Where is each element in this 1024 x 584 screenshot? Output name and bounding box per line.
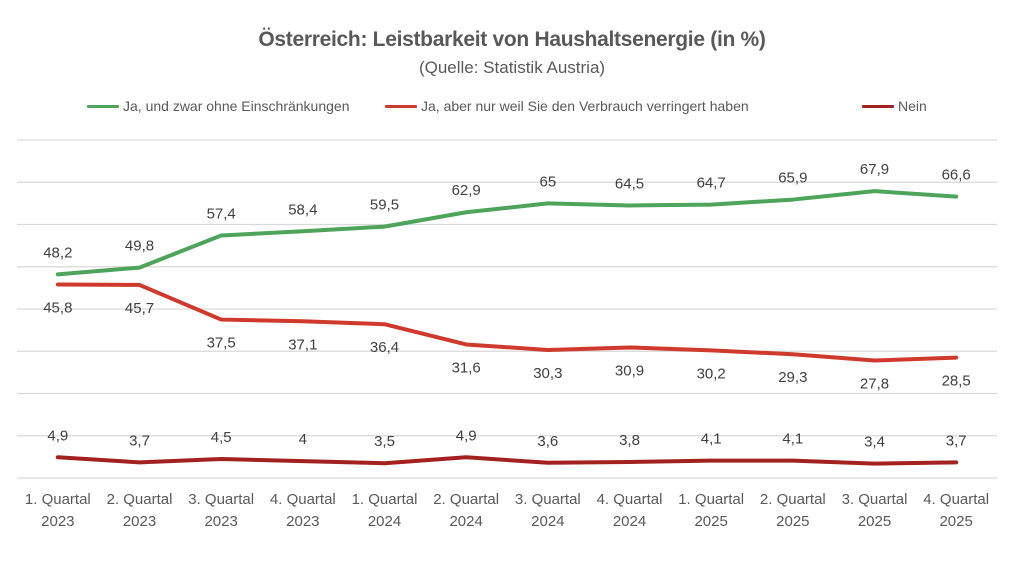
chart-subtitle: (Quelle: Statistik Austria) [418,58,606,77]
legend: Ja, und zwar ohne Einschränkungen Ja, ab… [0,98,1024,118]
data-label: 37,5 [207,335,236,352]
data-label: 4,5 [211,429,232,446]
legend-item-verbrauch-verringert[interactable]: Ja, aber nur weil Sie den Verbrauch verr… [385,98,749,114]
data-label: 36,4 [370,339,399,356]
data-label: 58,4 [288,201,317,218]
legend-label: Ja, aber nur weil Sie den Verbrauch verr… [421,98,749,114]
data-label: 30,3 [533,365,562,382]
data-label: 45,8 [43,299,72,316]
data-label: 28,5 [942,373,971,390]
series-line-2 [55,455,959,466]
chart-title: Österreich: Leistbarkeit von Haushaltsen… [258,28,766,51]
data-label: 3,7 [946,432,967,449]
data-label: 4,1 [782,431,803,448]
data-label: 4,9 [47,427,68,444]
series-lines [55,189,959,466]
data-label: 45,7 [125,300,154,317]
data-label: 57,4 [207,205,236,222]
legend-label: Ja, und zwar ohne Einschränkungen [123,98,350,114]
data-label: 62,9 [452,182,481,199]
data-label: 30,2 [697,365,726,382]
legend-swatch-green [87,104,119,108]
x-tick-label: 2. Quartal 2024 [433,491,499,530]
data-label: 49,8 [125,238,154,255]
data-label: 3,7 [129,432,150,449]
data-label: 29,3 [778,369,807,386]
legend-label: Nein [898,98,927,114]
data-label: 4,1 [701,431,722,448]
x-tick-label: 4. Quartal 2023 [270,491,336,530]
legend-swatch-darkred [862,104,894,108]
x-tick-label: 3. Quartal 2023 [188,491,254,530]
series-line-0 [55,189,959,277]
legend-item-ohne-einschraenkungen[interactable]: Ja, und zwar ohne Einschränkungen [87,98,349,114]
data-label: 3,4 [864,434,885,451]
legend-swatch-red [385,104,417,108]
data-label: 66,6 [942,167,971,184]
data-label: 3,8 [619,432,640,449]
legend-item-nein[interactable]: Nein [862,98,927,114]
x-tick-label: 1. Quartal 2025 [678,491,744,530]
x-tick-label: 2. Quartal 2025 [760,491,826,530]
x-tick-label: 1. Quartal 2024 [352,491,418,530]
data-label: 65 [539,173,556,190]
data-label: 4 [299,431,307,448]
data-label: 65,9 [778,170,807,187]
data-label: 3,6 [537,433,558,450]
data-label: 64,7 [697,175,726,192]
data-label: 37,1 [288,336,317,353]
x-tick-label: 4. Quartal 2024 [597,491,663,530]
x-tick-label: 4. Quartal 2025 [923,491,989,530]
data-label: 67,9 [860,161,889,178]
data-label: 3,5 [374,433,395,450]
x-axis: 1. Quartal 2023 2. Quartal 2023 3. Quartal 20… [25,491,989,530]
data-label: 4,9 [456,427,477,444]
data-label: 30,9 [615,362,644,379]
series-line-1 [55,282,959,363]
data-label: 31,6 [452,359,481,376]
data-label: 59,5 [370,197,399,214]
gridlines [17,139,997,479]
x-tick-label: 3. Quartal 2024 [515,491,581,530]
x-tick-label: 3. Quartal 2025 [842,491,908,530]
data-labels: 48,2 49,8 57,4 58,4 59,5 62,9 65 64,5 64,7 65,9 67… [43,161,971,451]
x-tick-label: 2. Quartal 2023 [107,491,173,530]
data-label: 64,5 [615,175,644,192]
x-tick-label: 1. Quartal 2023 [25,491,91,530]
data-label: 48,2 [43,244,72,261]
data-label: 27,8 [860,376,889,393]
